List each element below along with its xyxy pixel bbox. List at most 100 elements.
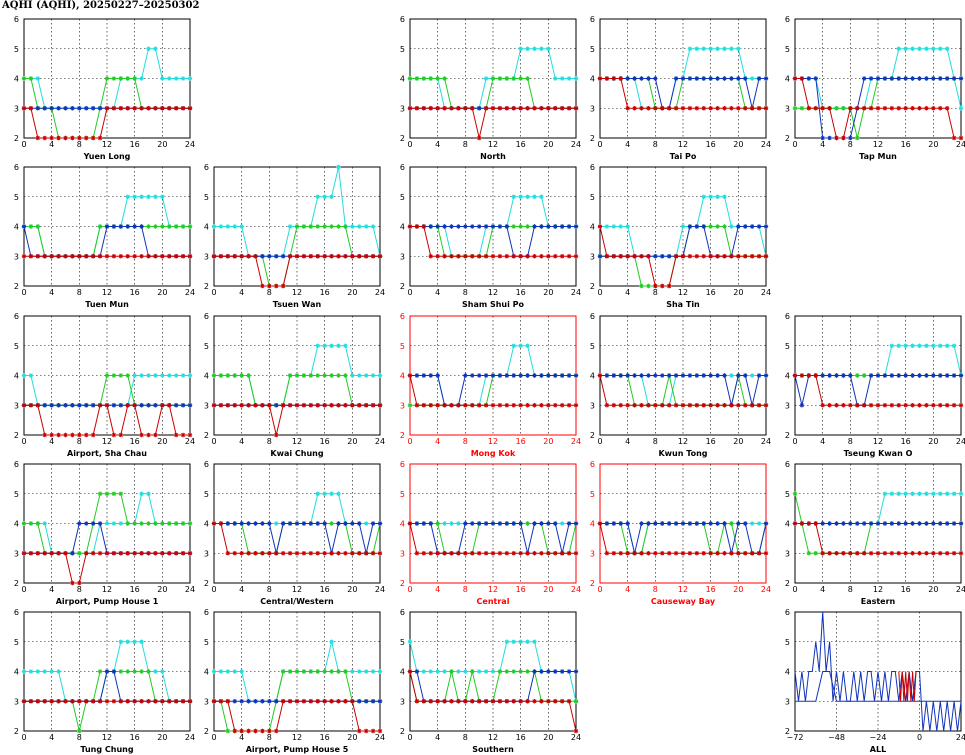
- x-tick-label: 20: [928, 140, 938, 149]
- data-point-blue: [267, 521, 272, 526]
- data-point-blue: [882, 76, 888, 81]
- data-point-blue: [435, 373, 440, 378]
- data-point-green: [280, 669, 286, 674]
- data-point-blue: [546, 669, 551, 674]
- data-point-blue: [546, 224, 551, 229]
- data-point-red: [232, 403, 237, 408]
- x-tick-label: 24: [185, 733, 195, 742]
- data-point-blue: [708, 76, 713, 81]
- data-point-red: [377, 254, 383, 259]
- data-point-green: [125, 669, 130, 674]
- data-point-cyan: [211, 224, 217, 229]
- data-point-red: [756, 551, 762, 556]
- x-tick-label: 24: [956, 585, 965, 594]
- data-point-red: [625, 106, 630, 111]
- data-point-green: [490, 76, 496, 81]
- data-point-red: [56, 254, 61, 259]
- data-point-cyan: [146, 491, 151, 496]
- data-point-red: [743, 551, 748, 556]
- y-tick-label: 6: [785, 460, 790, 469]
- y-tick-label: 4: [400, 223, 405, 232]
- data-point-blue: [799, 403, 805, 408]
- data-point-blue: [604, 373, 610, 378]
- x-tick-label: 16: [516, 437, 526, 446]
- data-point-red: [532, 106, 537, 111]
- x-tick-label: 16: [901, 585, 911, 594]
- data-point-red: [70, 699, 75, 704]
- x-tick-label: 8: [77, 733, 82, 742]
- data-point-cyan: [456, 669, 461, 674]
- data-point-cyan: [118, 521, 124, 526]
- data-point-blue: [518, 521, 523, 526]
- data-point-red: [958, 551, 964, 556]
- data-point-blue: [931, 521, 936, 526]
- data-point-green: [167, 224, 172, 229]
- data-point-cyan: [28, 669, 34, 674]
- data-point-red: [841, 135, 846, 141]
- data-point-red: [951, 135, 957, 141]
- data-point-red: [363, 254, 369, 259]
- data-point-green: [239, 373, 244, 378]
- x-tick-label: 4: [625, 140, 630, 149]
- data-point-red: [28, 403, 34, 408]
- data-point-red: [442, 254, 447, 259]
- data-point-red: [28, 254, 34, 259]
- chart-panel-kwun-tong: 0 4 8 12 16 20 24 2 3 4 5 6 Kwun Tong: [590, 312, 771, 458]
- data-point-red: [104, 551, 110, 556]
- data-point-cyan: [525, 194, 530, 199]
- data-point-blue: [274, 254, 279, 259]
- x-tick-label: 12: [488, 288, 498, 297]
- data-point-blue: [694, 224, 700, 229]
- data-point-blue: [958, 76, 964, 81]
- data-point-red: [539, 106, 544, 111]
- data-point-red: [673, 551, 679, 556]
- data-point-red: [239, 254, 244, 259]
- data-point-green: [308, 373, 314, 378]
- data-point-red: [504, 699, 510, 704]
- chart-panel-all: −72 −48 −24 0 24 2 3 4 5 6 ALL: [785, 608, 965, 754]
- data-point-blue: [743, 521, 748, 526]
- data-point-blue: [708, 373, 713, 378]
- y-tick-label: 3: [400, 104, 405, 113]
- data-point-blue: [673, 521, 679, 526]
- data-point-red: [573, 254, 579, 259]
- data-point-blue: [646, 76, 651, 81]
- x-tick-label: 24: [571, 288, 581, 297]
- data-point-cyan: [180, 373, 186, 378]
- data-point-red: [639, 254, 644, 259]
- data-point-cyan: [42, 669, 47, 674]
- data-point-red: [749, 403, 755, 408]
- x-tick-label: 4: [625, 585, 630, 594]
- data-point-red: [868, 403, 874, 408]
- data-point-green: [211, 373, 217, 378]
- data-point-red: [428, 551, 433, 556]
- y-tick-label: 3: [590, 252, 595, 261]
- data-point-red: [90, 432, 96, 438]
- data-point-red: [49, 699, 54, 704]
- data-point-green: [28, 521, 34, 526]
- data-point-red: [153, 699, 158, 704]
- data-point-blue: [944, 373, 950, 378]
- data-point-red: [456, 551, 461, 556]
- data-point-cyan: [139, 373, 144, 378]
- data-point-cyan: [329, 343, 334, 348]
- data-point-red: [559, 403, 565, 408]
- data-point-red: [868, 106, 874, 111]
- data-point-red: [322, 699, 327, 704]
- y-tick-label: 5: [14, 342, 19, 351]
- data-point-blue: [722, 373, 727, 378]
- y-tick-label: 6: [590, 163, 595, 172]
- data-point-blue: [944, 76, 950, 81]
- x-tick-label: 16: [516, 733, 526, 742]
- y-tick-label: 3: [590, 401, 595, 410]
- data-point-blue: [553, 521, 558, 526]
- data-point-blue: [336, 521, 341, 526]
- data-point-blue: [280, 521, 286, 526]
- data-point-red: [253, 403, 258, 408]
- data-point-blue: [917, 373, 922, 378]
- data-point-blue: [910, 373, 915, 378]
- data-point-red: [180, 699, 186, 704]
- x-tick-label: 12: [292, 733, 302, 742]
- data-point-cyan: [160, 373, 165, 378]
- data-point-blue: [743, 224, 748, 229]
